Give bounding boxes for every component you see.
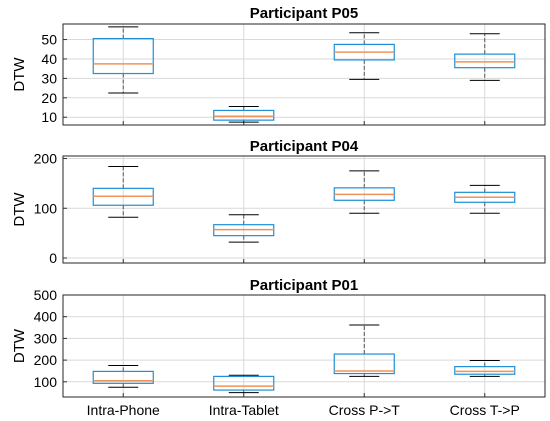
- axes-frame: [62, 155, 546, 264]
- y-tick-label: 400: [34, 309, 58, 325]
- box-cross-t-p: [454, 360, 516, 377]
- y-tick-label: 100: [34, 374, 58, 390]
- iqr-box: [92, 370, 154, 384]
- axes-frame: [62, 23, 546, 126]
- y-tick-label: 500: [34, 287, 58, 303]
- box-intra-phone: [92, 165, 154, 218]
- box-cross-p-t: [333, 32, 395, 80]
- panel-3: Participant P01 DTW 100 200 300 400 500 Intra-P…: [11, 277, 546, 418]
- y-axis-label: DTW: [11, 328, 28, 363]
- box-cross-t-p: [454, 33, 516, 81]
- x-tick-label: Cross P->T: [329, 402, 401, 418]
- y-tick-label: 50: [41, 32, 57, 48]
- panel-1: Participant P05 DTW 10 20 30 40 50: [11, 5, 546, 126]
- y-tick-label: 200: [34, 150, 58, 166]
- y-tick-label: 40: [41, 51, 57, 67]
- iqr-box: [213, 375, 275, 391]
- y-tick-label: 0: [49, 250, 57, 266]
- box-cross-t-p: [454, 184, 516, 214]
- box-intra-tablet: [213, 214, 275, 243]
- iqr-box: [454, 366, 516, 375]
- y-tick-label: 200: [34, 352, 58, 368]
- panel-title: Participant P05: [250, 5, 358, 22]
- iqr-box: [333, 353, 395, 375]
- box-cross-p-t: [333, 324, 395, 377]
- y-tick-label: 300: [34, 330, 58, 346]
- box-intra-phone: [92, 26, 154, 94]
- panel-2: Participant P04 DTW 0 100 200: [11, 138, 546, 266]
- iqr-box: [92, 37, 154, 75]
- box-intra-tablet: [213, 106, 275, 123]
- axes-frame: [62, 294, 546, 398]
- x-tick-label: Intra-Phone: [87, 402, 160, 418]
- y-tick-label: 20: [41, 90, 57, 106]
- y-axis-label: DTW: [11, 192, 28, 227]
- y-tick-label: 10: [41, 109, 57, 125]
- box-intra-tablet: [213, 374, 275, 394]
- y-axis-label: DTW: [11, 57, 28, 92]
- iqr-box: [454, 53, 516, 69]
- box-intra-phone: [92, 365, 154, 388]
- y-tick-label: 100: [34, 200, 58, 216]
- y-tick-label: 30: [41, 70, 57, 86]
- x-tick-label: Cross T->P: [450, 402, 520, 418]
- x-tick-label: Intra-Tablet: [209, 402, 279, 418]
- iqr-box: [213, 109, 275, 121]
- panel-title: Participant P01: [250, 277, 358, 294]
- box-cross-p-t: [333, 170, 395, 214]
- panel-title: Participant P04: [250, 138, 359, 155]
